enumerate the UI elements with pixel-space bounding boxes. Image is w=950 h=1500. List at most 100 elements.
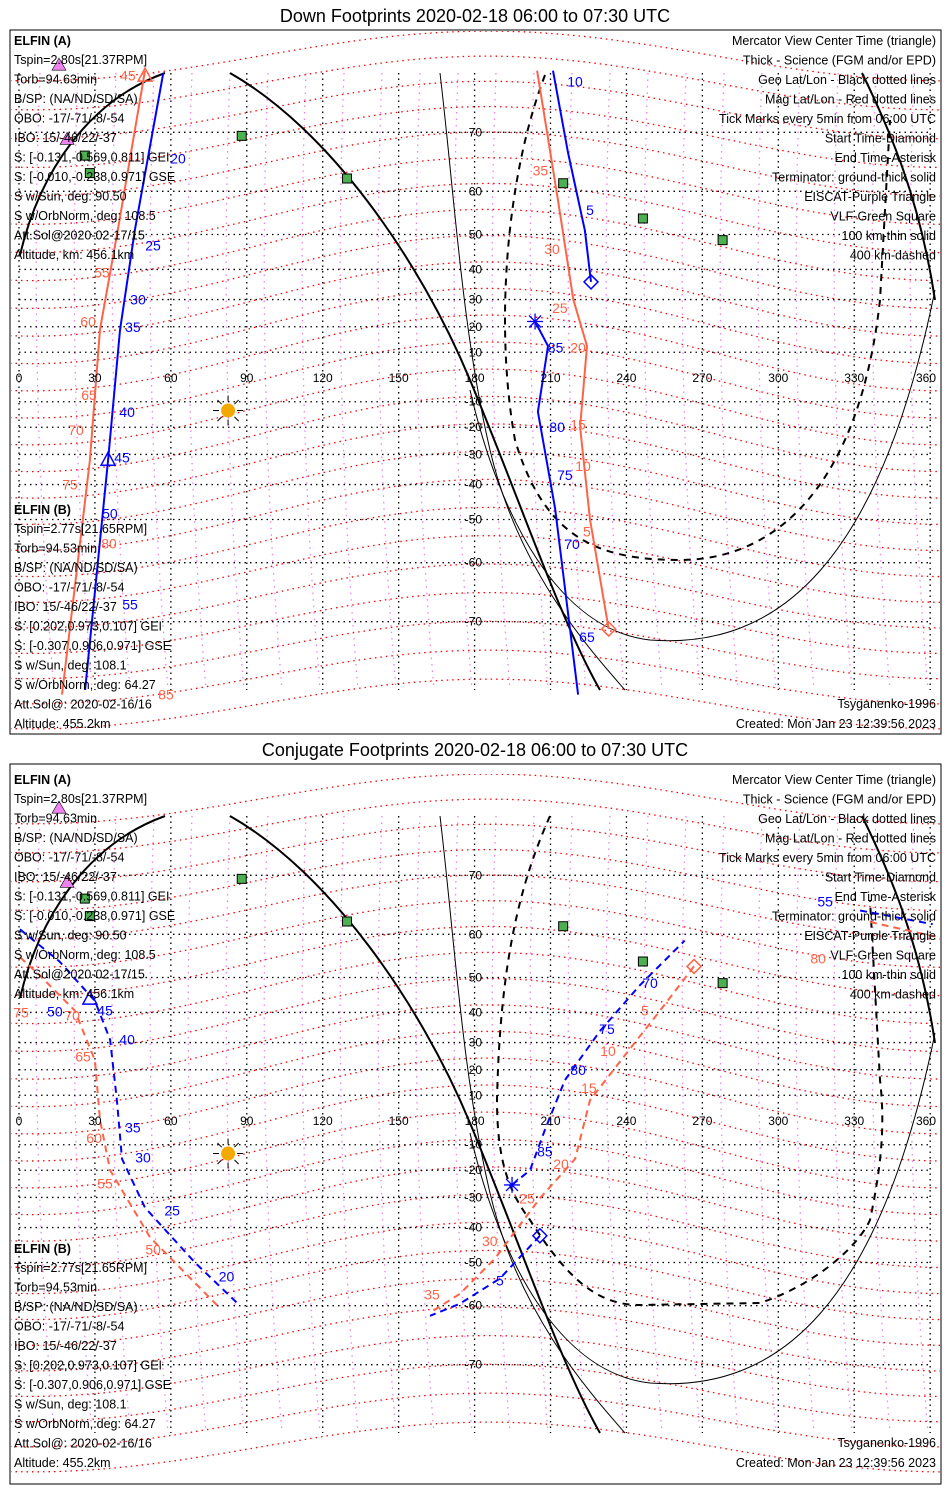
terminator-ground <box>229 815 601 1434</box>
legend-entry: VLF-Green Square <box>830 210 936 224</box>
vlf-station-square-icon <box>717 235 728 246</box>
lat-tick-label: 50 <box>469 227 483 241</box>
sun-ray <box>217 1159 223 1165</box>
mag-lon-line <box>871 72 891 691</box>
lon-tick-label: 90 <box>240 371 254 385</box>
elfin-b-info-line: Torb=94.53min <box>14 1281 97 1295</box>
lon-tick-label: 330 <box>844 1114 864 1128</box>
lon-tick-label: 120 <box>313 371 333 385</box>
lat-tick-label: -70 <box>465 1358 483 1372</box>
mag-lon-line <box>35 72 55 691</box>
track-tick-label: 55 <box>817 894 833 910</box>
mag-lat-line <box>11 478 940 552</box>
track-tick-label: 50 <box>47 1004 63 1020</box>
track-tick-label: 55 <box>94 264 110 280</box>
elfin-b-track <box>19 956 221 1309</box>
legend-entry: 100 km-thin solid <box>842 968 937 982</box>
elfin-b-info-line: Altitude: 455.2km <box>14 717 111 731</box>
elfin-a-info-line: OBO: -17/-71/-8/-54 <box>14 851 125 865</box>
elfin-b-info-line: Att.Sol@: 2020-02-16/16 <box>14 1437 152 1451</box>
mag-lat-line <box>11 1221 940 1295</box>
track-tick-label: 75 <box>62 477 78 493</box>
track-tick-label: 45 <box>97 1002 113 1018</box>
lat-tick-label: -40 <box>465 1221 483 1235</box>
lon-tick-label: 180 <box>465 371 485 385</box>
legend-entry: End Time-Asterisk <box>835 890 937 904</box>
lat-tick-label: -10 <box>465 395 483 409</box>
track-tick-label: 20 <box>219 1268 235 1284</box>
start-time-diamond-icon <box>600 621 617 638</box>
vlf-station-square-icon <box>637 213 648 224</box>
terminator-400km <box>504 74 891 562</box>
elfin-b-info-line: IBO: 15/-46/22/-37 <box>14 1339 117 1353</box>
lat-tick-label: -20 <box>465 420 483 434</box>
lon-tick-label: 360 <box>916 371 936 385</box>
panel-title: Down Footprints 2020-02-18 06:00 to 07:3… <box>280 6 670 26</box>
legend-entry: 400 km-dashed <box>850 249 936 263</box>
mag-lat-line <box>11 450 940 526</box>
track-tick-label: 15 <box>570 417 586 433</box>
track-tick-label: 65 <box>579 629 595 645</box>
legend-entry: End Time-Asterisk <box>835 151 937 165</box>
mag-lat-line <box>11 55 940 111</box>
lon-tick-label: 60 <box>164 1114 178 1128</box>
mag-lon-line <box>415 72 435 691</box>
track-tick-label: 70 <box>564 536 580 552</box>
elfin-a-track <box>859 909 933 926</box>
elfin-b-info-line: S w/Sun, deg: 108.1 <box>14 1398 127 1412</box>
legend-entry: Tick Marks every 5min from 06:00 UTC <box>719 851 936 865</box>
sun-ray <box>217 1142 223 1148</box>
lat-tick-label: 50 <box>469 970 483 984</box>
elfin-b-info-line: S: [-0.307,0.906,0.971] GSE <box>14 639 171 653</box>
start-time-diamond-icon <box>685 958 703 975</box>
track-tick-label: 45 <box>120 67 136 83</box>
track-tick-label: 80 <box>570 1062 586 1078</box>
elfin-a-info-line: S: [-0.131,-0.569,0.811] GEI <box>14 151 169 165</box>
elfin-a-info-line: B/SP: (NA/ND/SD/SA) <box>14 831 138 845</box>
track-tick-label: 70 <box>64 1008 80 1024</box>
legend-entry: Tick Marks every 5min from 06:00 UTC <box>719 112 936 126</box>
lat-tick-label: -60 <box>465 1299 483 1313</box>
elfin-a-info-line: S w/OrbNorm, deg: 108.5 <box>14 209 156 223</box>
terminator-ground <box>229 72 601 691</box>
track-tick-label: 20 <box>553 1156 569 1172</box>
terminator-100km <box>469 1032 936 1385</box>
track-tick-label: 85 <box>158 687 174 703</box>
mag-lon-line <box>643 815 663 1434</box>
terminator-400km <box>495 815 884 1307</box>
vlf-station-square-icon <box>84 911 95 922</box>
model-label: Tsyganenko-1996 <box>837 1436 936 1450</box>
elfin-a-info-line: IBO: 15/-46/22/-37 <box>14 870 117 884</box>
elfin-b-track <box>429 965 695 1314</box>
start-time-diamond-icon <box>582 273 600 290</box>
map-area <box>11 31 940 730</box>
track-tick-label: 75 <box>13 1004 29 1020</box>
track-tick-label: 20 <box>170 151 186 167</box>
model-label: Tsyganenko-1996 <box>837 697 936 711</box>
track-tick-label: 25 <box>164 1203 180 1219</box>
vlf-station-square-icon <box>236 873 247 884</box>
track-tick-label: 40 <box>119 1032 135 1048</box>
track-tick-label: 30 <box>482 1233 498 1249</box>
terminator-100km <box>439 815 626 1434</box>
track-tick-label: 85 <box>548 339 564 355</box>
lon-tick-label: 30 <box>88 371 102 385</box>
legend-entry: Start Time-Diamond <box>825 132 936 146</box>
vlf-station-square-icon <box>637 956 648 967</box>
legend-entry: EISCAT-Purple Triangle <box>804 929 936 943</box>
end-time-asterisk-icon <box>527 313 544 330</box>
legend-entry: Thick - Science (FGM and/or EPD) <box>743 793 936 807</box>
mag-lat-line <box>11 1193 940 1269</box>
track-tick-label: 20 <box>570 339 586 355</box>
track-tick-label: 60 <box>80 313 96 329</box>
legend-entry: Terminator: ground-thick solid <box>772 171 936 185</box>
track-tick-label: 85 <box>537 1144 553 1160</box>
elfin-a-info-line: S w/Sun, deg: 90.50 <box>14 929 127 943</box>
legend-entry: Terminator: ground-thick solid <box>772 910 936 924</box>
elfin-a-track <box>19 928 241 1307</box>
sun-ray <box>234 399 240 405</box>
elfin-a-info-line: Altitude, km: 456.1km <box>14 987 134 1001</box>
vlf-station-square-icon <box>558 921 569 932</box>
track-tick-label: 5 <box>586 202 594 218</box>
legend-entry: Thick - Science (FGM and/or EPD) <box>743 54 936 68</box>
